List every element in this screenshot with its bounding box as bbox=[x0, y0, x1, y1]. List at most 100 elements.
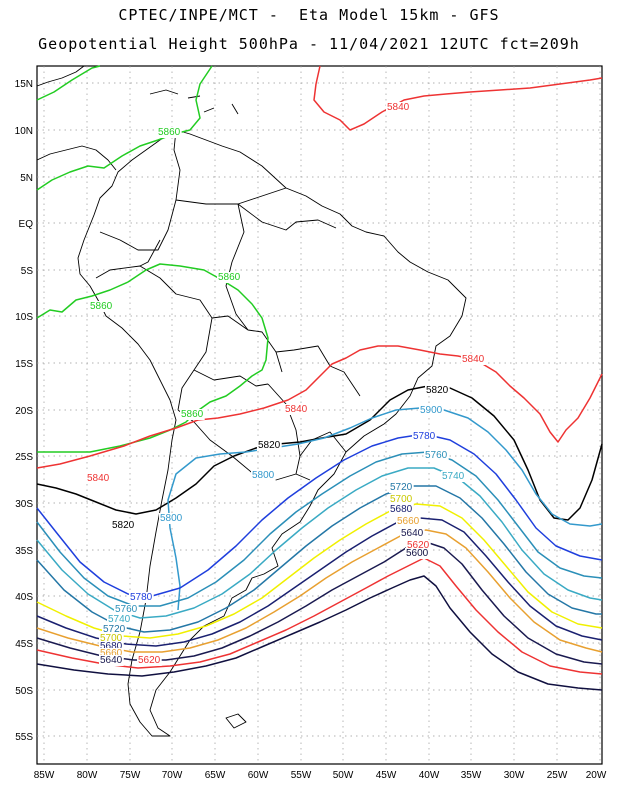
lon-label: 35W bbox=[461, 770, 482, 781]
label-5780-west: 5780 bbox=[130, 592, 153, 603]
label-background bbox=[180, 409, 205, 420]
label-5800-mid: 5800 bbox=[252, 470, 275, 481]
label-5720-west: 5720 bbox=[103, 624, 126, 635]
label-background bbox=[111, 520, 136, 531]
lat-label: 15N bbox=[15, 79, 33, 90]
lon-label: 40W bbox=[419, 770, 440, 781]
lon-label: 50W bbox=[333, 770, 354, 781]
label-background bbox=[419, 405, 444, 416]
label-5700-east: 5700 bbox=[390, 494, 413, 505]
lon-label: 75W bbox=[120, 770, 141, 781]
label-background bbox=[389, 504, 414, 515]
label-background bbox=[99, 641, 124, 652]
contour-5800 bbox=[167, 407, 603, 611]
label-5620-east: 5620 bbox=[407, 540, 430, 551]
label-5740-east: 5740 bbox=[442, 471, 465, 482]
label-background bbox=[400, 528, 425, 539]
label-background bbox=[389, 482, 414, 493]
label-background bbox=[386, 102, 411, 113]
map-title-line2: Geopotential Height 500hPa - 11/04/2021 … bbox=[38, 35, 580, 53]
contour-5780 bbox=[36, 433, 603, 597]
label-5840-west: 5840 bbox=[87, 473, 110, 484]
label-background bbox=[441, 471, 466, 482]
label-background bbox=[425, 385, 450, 396]
contour-labels: 5840 5860 5860 5860 5860 5840 5820 5900 … bbox=[86, 102, 486, 666]
label-background bbox=[251, 470, 276, 481]
label-background bbox=[159, 513, 184, 524]
lat-label: 45S bbox=[15, 639, 33, 650]
lat-label: 15S bbox=[15, 359, 33, 370]
lat-label: 5S bbox=[21, 266, 34, 277]
caribbean-islands bbox=[149, 89, 239, 115]
label-5740-west: 5740 bbox=[108, 614, 131, 625]
label-background bbox=[89, 301, 114, 312]
label-5780-east: 5780 bbox=[413, 431, 436, 442]
lon-label: 20W bbox=[586, 770, 607, 781]
lon-label: 25W bbox=[547, 770, 568, 781]
contour-5700 bbox=[36, 503, 603, 639]
label-5800-west: 5800 bbox=[160, 513, 183, 524]
contour-5860-north bbox=[36, 65, 213, 191]
label-background bbox=[102, 624, 127, 635]
label-5760-east: 5760 bbox=[425, 450, 448, 461]
label-background bbox=[99, 648, 124, 659]
label-background bbox=[406, 540, 431, 551]
south-america-coastline bbox=[77, 129, 467, 737]
label-5600-east: 5600 bbox=[406, 548, 429, 559]
label-background bbox=[284, 404, 309, 415]
label-5820-east: 5820 bbox=[426, 385, 449, 396]
lat-label: 40S bbox=[15, 592, 33, 603]
lat-label: EQ bbox=[19, 219, 34, 230]
label-5860-caribbean: 5860 bbox=[158, 127, 181, 138]
contour-5620 bbox=[36, 557, 603, 675]
label-5640-east: 5640 bbox=[401, 528, 424, 539]
lat-label: 25S bbox=[15, 452, 33, 463]
label-5900: 5900 bbox=[420, 405, 443, 416]
lon-label: 30W bbox=[504, 770, 525, 781]
lat-label: 35S bbox=[15, 546, 33, 557]
label-5840-east: 5840 bbox=[462, 354, 485, 365]
lon-label: 60W bbox=[248, 770, 269, 781]
contour-5820 bbox=[36, 385, 603, 521]
lat-label: 10S bbox=[15, 312, 33, 323]
label-5860-south: 5860 bbox=[181, 409, 204, 420]
label-background bbox=[137, 655, 162, 666]
geopotential-contours bbox=[36, 65, 603, 691]
central-america-coast bbox=[36, 65, 117, 171]
label-5720-east: 5720 bbox=[390, 482, 413, 493]
latitude-axis: 15N 10N 5N EQ 5S 10S 15S 20S 25S 30S 35S… bbox=[15, 79, 34, 743]
lon-label: 65W bbox=[205, 770, 226, 781]
contour-5840-south bbox=[36, 345, 603, 469]
label-background bbox=[114, 604, 139, 615]
label-background bbox=[107, 614, 132, 625]
label-background bbox=[396, 516, 421, 527]
label-background bbox=[157, 127, 182, 138]
lat-label: 50S bbox=[15, 686, 33, 697]
contour-5740 bbox=[36, 467, 603, 619]
lat-label: 10N bbox=[15, 126, 33, 137]
label-5820-west: 5820 bbox=[112, 520, 135, 531]
label-5760-west: 5760 bbox=[115, 604, 138, 615]
label-5700-west: 5700 bbox=[100, 633, 123, 644]
lat-label: 20S bbox=[15, 406, 33, 417]
label-5680-east: 5680 bbox=[390, 504, 413, 515]
contour-5860-amazon bbox=[36, 263, 269, 453]
label-5660-west: 5660 bbox=[100, 648, 123, 659]
country-borders bbox=[95, 129, 361, 481]
label-5840-north: 5840 bbox=[387, 102, 410, 113]
lat-label: 30S bbox=[15, 499, 33, 510]
contour-5840-north bbox=[313, 65, 603, 131]
falkland-islands bbox=[225, 713, 247, 729]
label-background bbox=[86, 473, 111, 484]
lat-label: 55S bbox=[15, 732, 33, 743]
label-5860-amazon: 5860 bbox=[218, 272, 241, 283]
label-5860-west: 5860 bbox=[90, 301, 113, 312]
label-background bbox=[461, 354, 486, 365]
lon-label: 80W bbox=[77, 770, 98, 781]
lon-label: 55W bbox=[291, 770, 312, 781]
label-5680-west: 5680 bbox=[100, 641, 123, 652]
label-background bbox=[424, 450, 449, 461]
label-5660-east: 5660 bbox=[397, 516, 420, 527]
lon-label: 85W bbox=[34, 770, 55, 781]
